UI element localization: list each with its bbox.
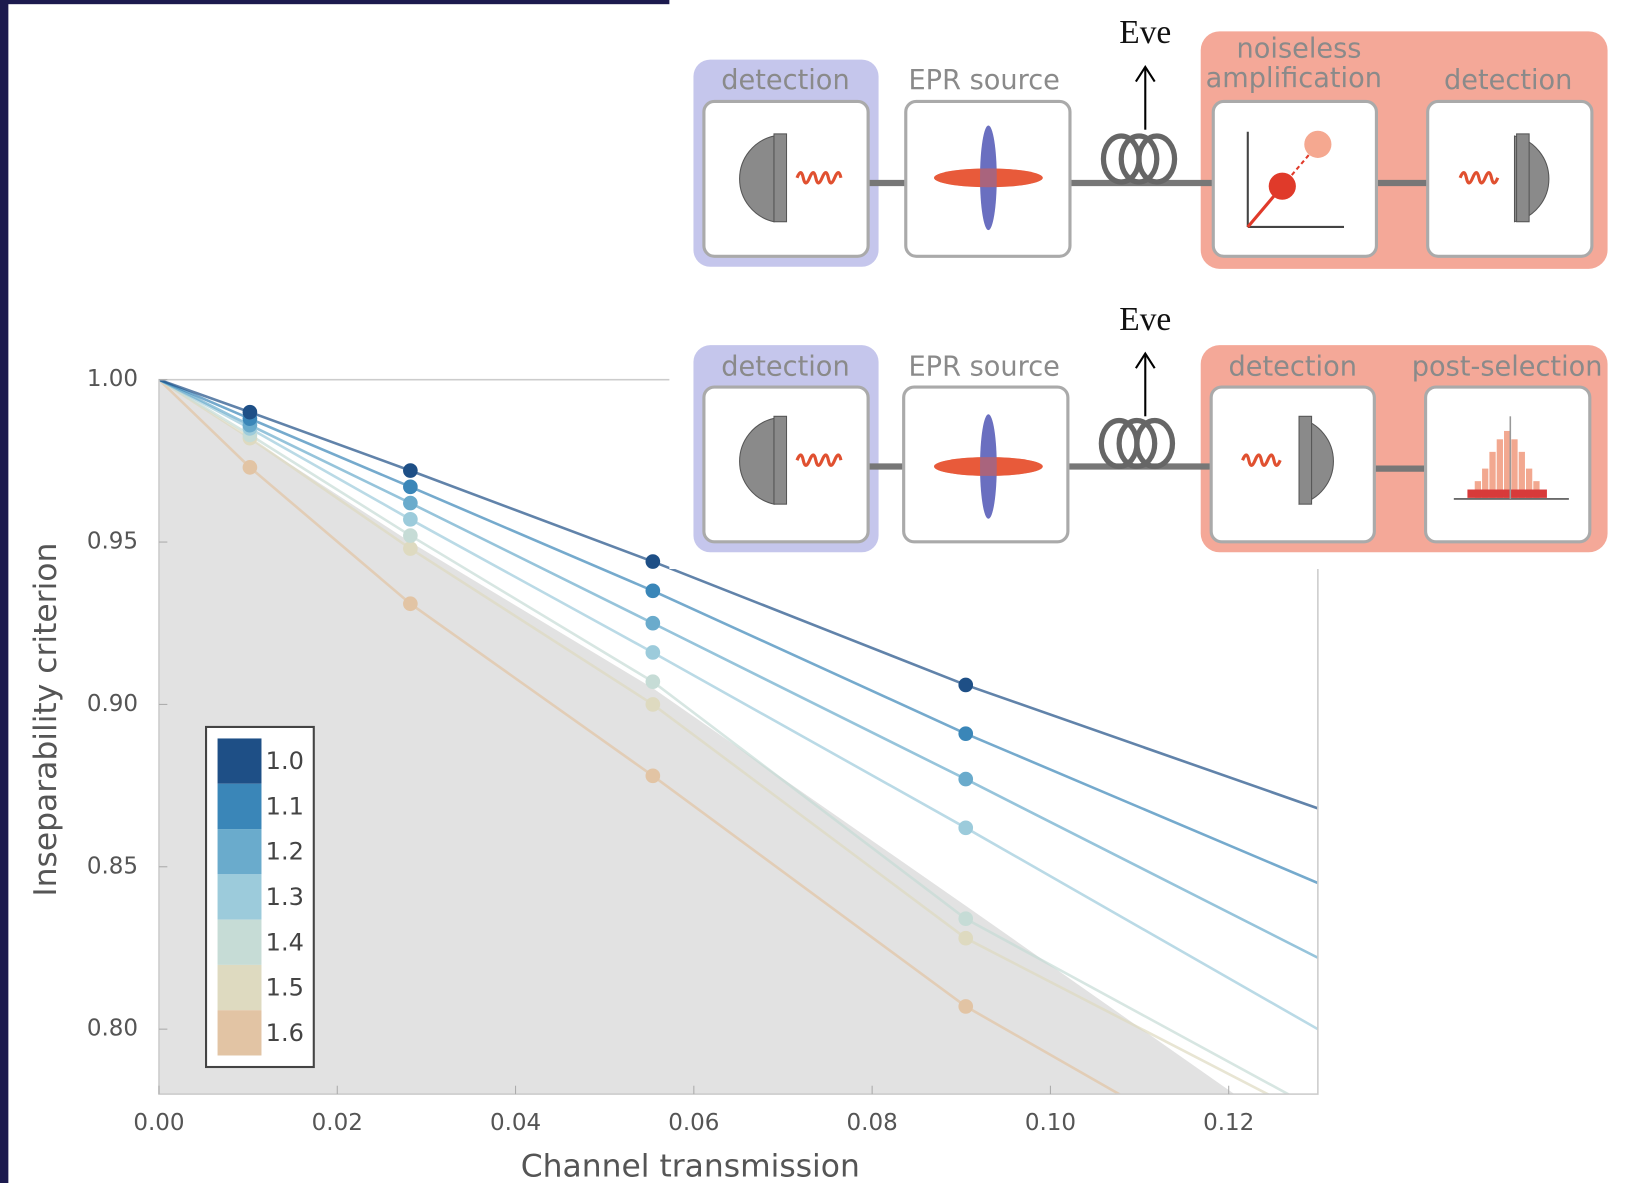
data-point <box>958 771 974 787</box>
legend-swatch <box>217 919 262 965</box>
x-tick-label: 0.04 <box>490 1110 541 1136</box>
epr <box>934 457 1043 476</box>
stage-label: detection <box>1444 65 1572 96</box>
detector <box>1298 415 1313 505</box>
stage-label: amplification <box>1206 63 1382 94</box>
data-point <box>645 768 661 784</box>
data-point <box>958 999 974 1014</box>
series-line <box>158 379 1291 1095</box>
data-point <box>645 583 661 599</box>
data-point <box>242 460 258 475</box>
data-point <box>958 911 974 927</box>
detector <box>773 415 788 505</box>
legend-swatch <box>217 738 262 784</box>
y-tick-label: 0.80 <box>87 1016 138 1042</box>
data-point <box>403 495 418 511</box>
arrow <box>1134 351 1156 369</box>
box <box>1426 99 1594 258</box>
data-point <box>403 528 418 543</box>
box <box>1209 385 1376 544</box>
series-line <box>158 379 1271 1095</box>
y-tick-label: 0.85 <box>87 853 138 879</box>
legend-label: 1.6 <box>266 1019 304 1047</box>
data-point <box>958 820 974 836</box>
data-point <box>403 463 418 478</box>
x-axis-label: Channel transmission <box>521 1148 860 1183</box>
detector <box>739 135 775 223</box>
data-point <box>403 596 418 612</box>
data-point <box>958 930 974 946</box>
stage-label: EPR source <box>909 65 1060 96</box>
legend-label: 1.5 <box>266 974 304 1002</box>
legend-label: 1.1 <box>266 792 304 820</box>
fiber <box>1100 133 1178 185</box>
legend: 1.0 1.1 1.2 1.3 1.4 1.5 1.6 <box>205 725 315 1069</box>
legend-swatch <box>217 1010 262 1056</box>
legend-label: 1.0 <box>266 747 304 775</box>
wave <box>795 171 843 185</box>
detector <box>739 417 775 505</box>
wave <box>1241 453 1282 468</box>
eve-label: Eve <box>1119 301 1171 338</box>
amp-dot <box>1268 172 1296 200</box>
y-axis-label: Inseparability criterion <box>28 543 64 897</box>
axes-icon <box>1246 131 1345 229</box>
data-point <box>645 554 661 569</box>
amp-dot <box>1304 130 1332 158</box>
fiber <box>1098 417 1176 470</box>
stage-label: detection <box>721 65 849 96</box>
x-tick-label: 0.02 <box>312 1110 363 1136</box>
series-line <box>158 379 1318 1031</box>
legend-swatch <box>217 783 262 830</box>
legend-label: 1.4 <box>266 928 304 956</box>
stage-label: EPR source <box>909 352 1060 383</box>
diagram: Eve detection EPR source noiselessamplifica… <box>693 14 1608 553</box>
data-point <box>403 541 418 556</box>
x-tick-label: 0.00 <box>133 1110 184 1136</box>
x-tick-label: 0.12 <box>1203 1110 1254 1136</box>
data-point <box>645 615 661 631</box>
stage-label: post-selection <box>1412 352 1603 383</box>
data-point <box>958 726 974 741</box>
box <box>1211 99 1378 258</box>
y-tick-label: 0.95 <box>87 529 138 555</box>
detector <box>1516 133 1530 223</box>
shaded-region <box>158 379 1318 1095</box>
stage-label: detection <box>1229 352 1357 383</box>
legend-swatch <box>217 874 262 920</box>
data-point <box>645 697 661 712</box>
data-point <box>403 479 418 495</box>
series-line <box>158 379 1318 810</box>
data-point <box>403 512 418 527</box>
x-tick-label: 0.06 <box>668 1110 719 1136</box>
x-tick-label: 0.08 <box>847 1110 898 1136</box>
series-line <box>158 379 1318 885</box>
stage-label: detection <box>721 352 849 383</box>
detector <box>773 133 788 223</box>
data-point <box>242 404 258 420</box>
plot-area <box>158 379 1318 1095</box>
legend-swatch <box>217 964 262 1011</box>
x-tick-label: 0.10 <box>1025 1110 1076 1136</box>
histogram-icon <box>1467 430 1547 498</box>
eve-label: Eve <box>1119 14 1171 51</box>
epr <box>934 168 1043 188</box>
arrow <box>1134 65 1156 83</box>
y-tick-label: 0.90 <box>87 691 138 717</box>
legend-swatch <box>217 829 262 875</box>
data-point <box>958 677 974 693</box>
series-line <box>158 379 1122 1095</box>
wave <box>795 453 843 468</box>
stage-label: noiseless <box>1237 34 1362 65</box>
y-tick-label: 1.00 <box>87 366 138 392</box>
series-line <box>158 379 1318 959</box>
wave <box>1458 171 1500 185</box>
data-point <box>645 674 661 690</box>
data-point <box>645 645 661 660</box>
legend-label: 1.2 <box>266 838 304 866</box>
legend-label: 1.3 <box>266 883 304 911</box>
